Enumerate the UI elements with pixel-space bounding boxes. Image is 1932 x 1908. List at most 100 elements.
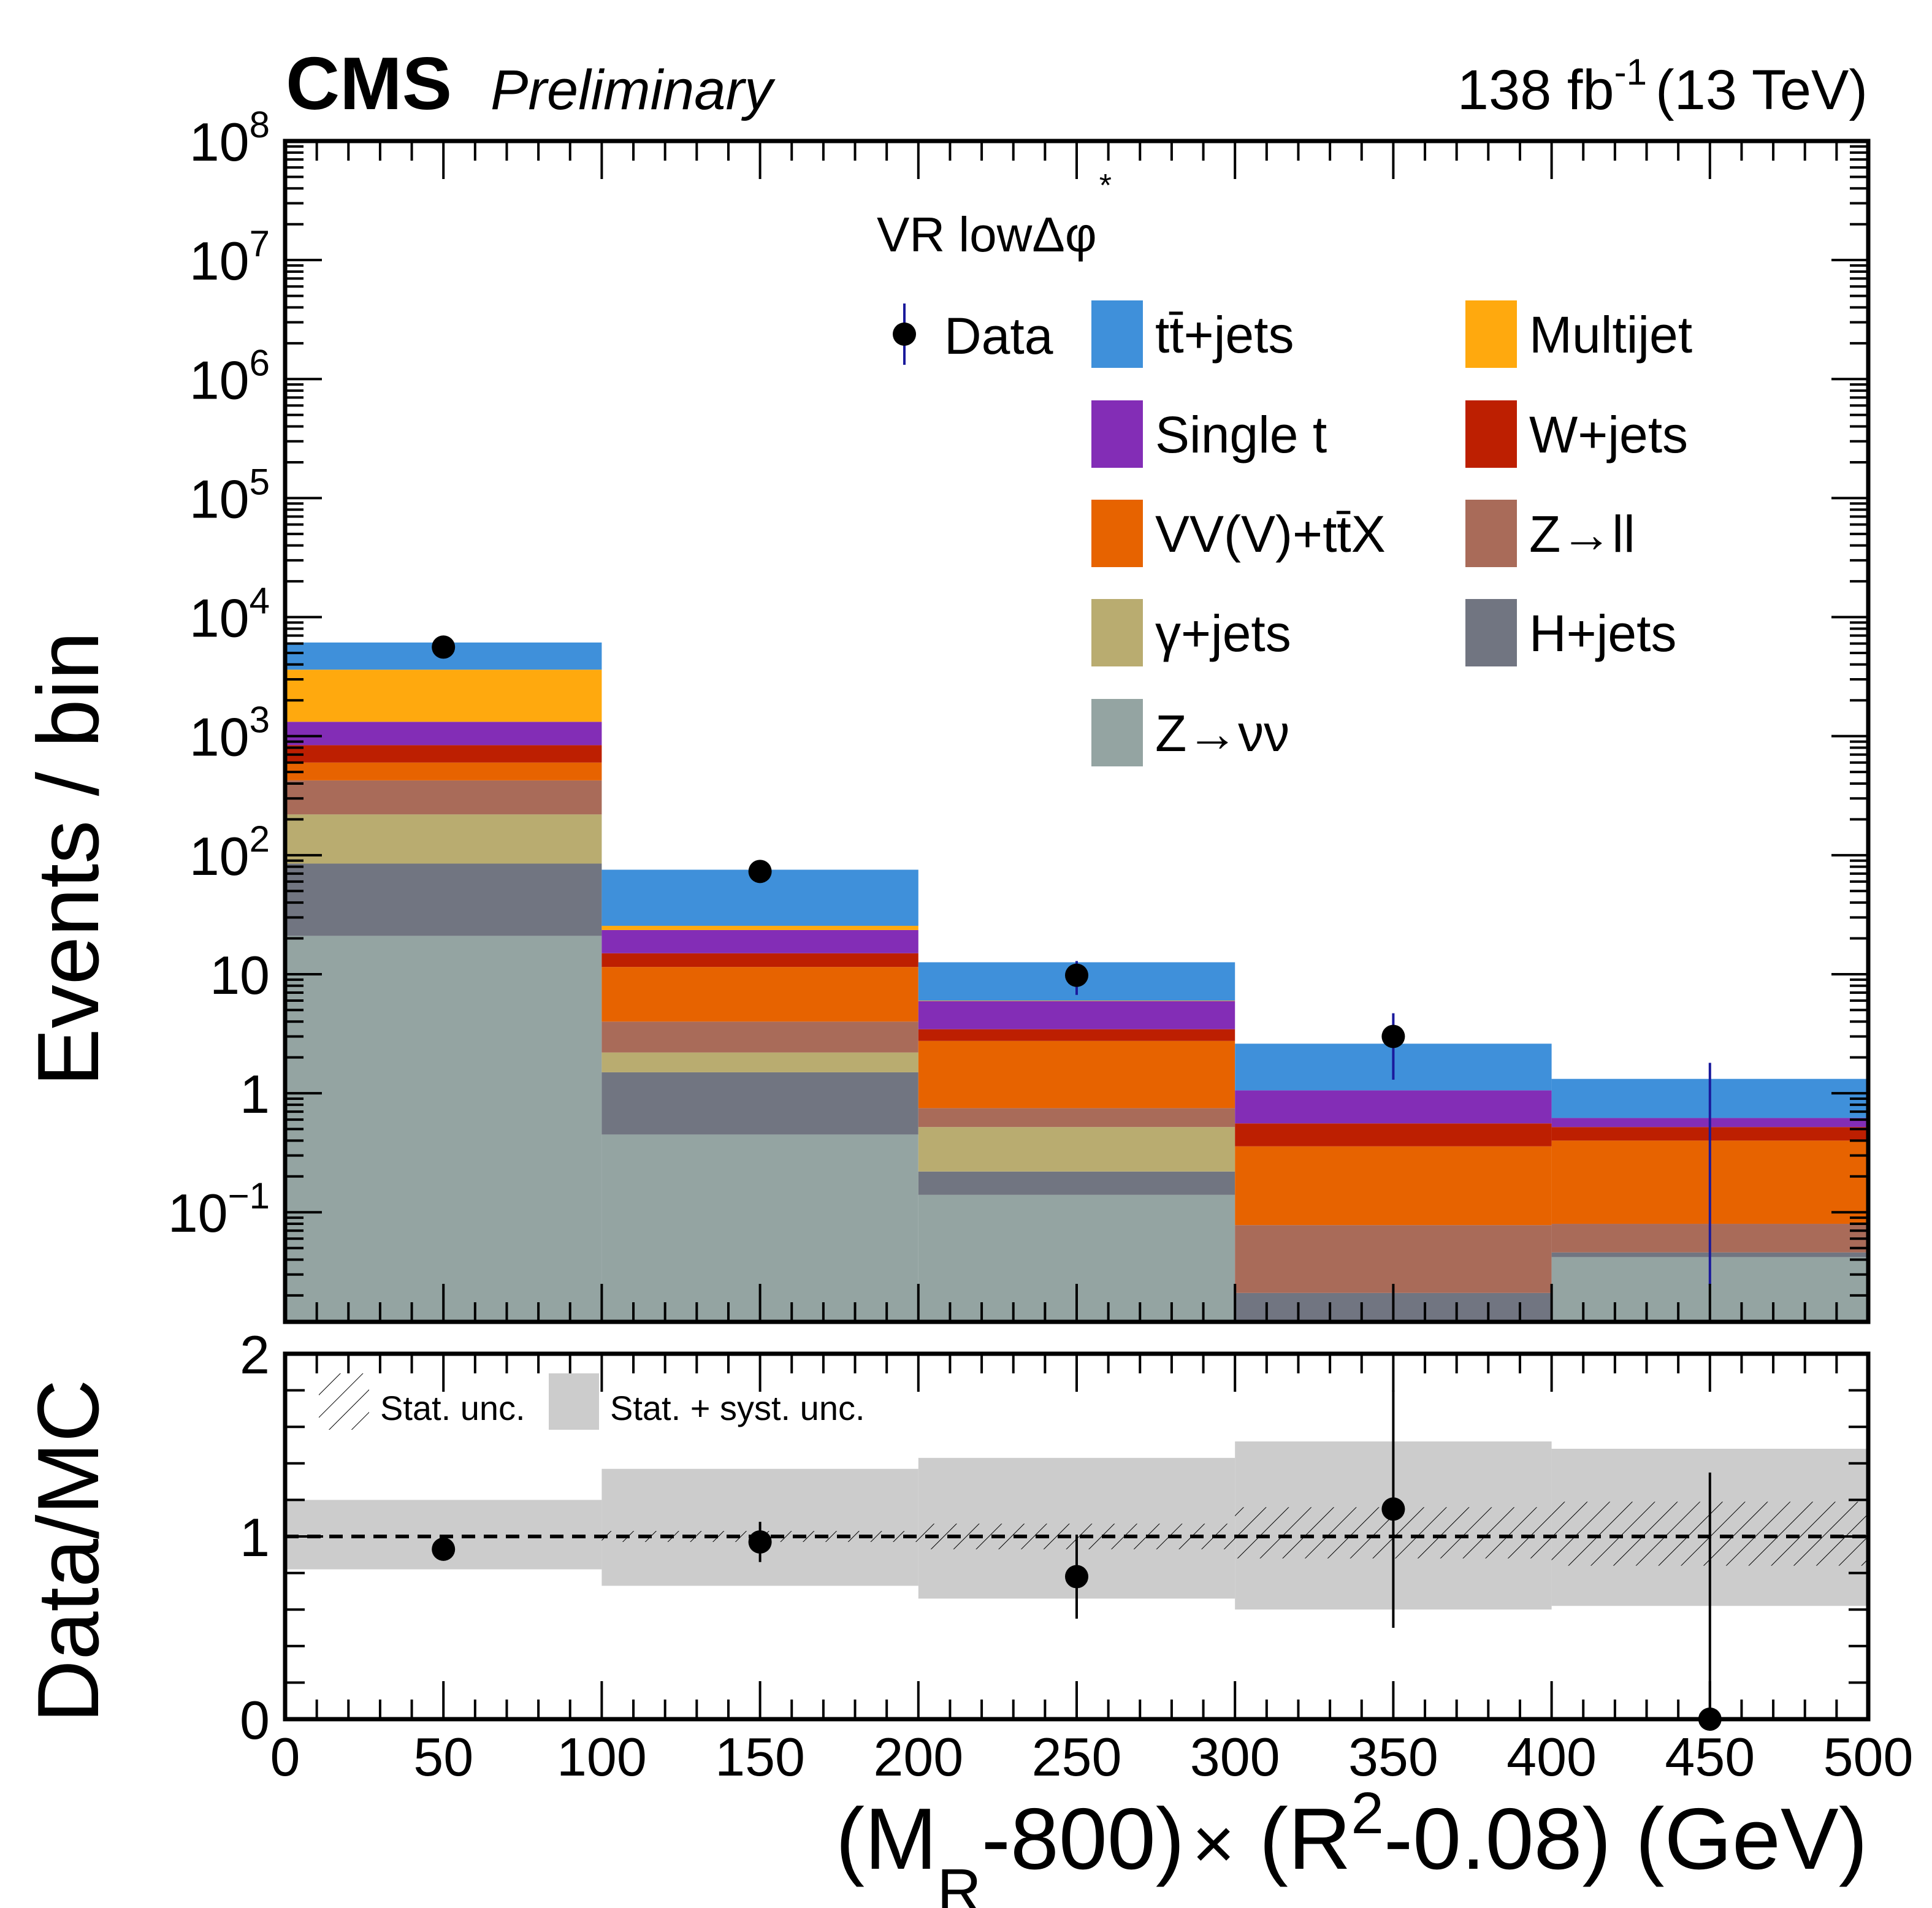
legend-swatch [1091,599,1143,666]
lumi-value: 138 fb [1457,59,1614,121]
stack-bar-w-jets-bin0 [285,745,602,763]
y-tick-label-base: 10 [189,349,250,410]
legend-swatch [1091,300,1143,368]
main-axis-ticks [284,141,1869,1322]
x-title-sub: R [937,1856,981,1908]
data-point [1381,1025,1405,1048]
stack-bar-vv-v-tt-x-bin0 [285,762,602,780]
legend-label: Multijet [1529,306,1692,364]
ratio-point [748,1530,772,1554]
experiment-label: CMS [286,42,452,125]
legend-label: Data [944,307,1053,365]
x-tick-labels: 0 50 100 150 200 250 300 350 400 450 500 [270,1727,1914,1787]
stack-bar-w-jets-bin3 [1235,1123,1552,1147]
data-point [1065,963,1088,987]
stack-bar-multijet-bin1 [601,926,918,930]
ratio-legend-stat-swatch [319,1373,369,1430]
ratio-y-axis-title: Data/MC [20,1379,117,1723]
legend-label: tt̄+jets [1155,306,1294,364]
y-tick-label-exp: 7 [250,223,270,264]
x-tick-label: 400 [1506,1727,1597,1787]
stack-bar-z-ll-bin1 [601,1021,918,1053]
ratio-legend-label: Stat. unc. [380,1389,525,1427]
stack-bar-z-ll-bin3 [1235,1225,1552,1293]
main-data-points [432,635,1711,1285]
region-label-symbol: Δφ [1032,207,1096,262]
y-tick-label-exp: 4 [250,581,270,622]
region-label-sup: * [1099,168,1112,204]
legend-swatch [1465,400,1517,468]
y-tick-label-base: 10 [189,826,250,887]
x-tick-label: 500 [1823,1727,1914,1787]
legend-swatch [1465,500,1517,567]
y-tick-label-exp: 6 [250,342,270,383]
main-y-axis-title: Events / bin [20,632,117,1086]
legend-swatch [1465,599,1517,666]
x-title-mid: -800) [982,1790,1185,1888]
legend-label: Z→ll [1529,505,1635,563]
ratio-point [1065,1565,1088,1589]
stack-bar-vv-v-tt-x-bin3 [1235,1146,1552,1226]
y-tick-label-base: 10 [189,231,250,291]
stack-bar-single-t-bin0 [285,722,602,746]
x-tick-label: 50 [413,1727,473,1787]
y-tick-label: 104 [189,581,270,649]
y-tick-label: 107 [189,223,270,291]
y-tick-label: 105 [189,461,270,529]
stack-bar-w-jets-bin1 [601,953,918,967]
ratio-y-tick-label: 2 [240,1324,270,1385]
legend-label: Z→νν [1155,704,1289,762]
y-tick-label: 102 [189,819,270,887]
y-tick-label: 108 [189,104,270,172]
ratio-legend-label: Stat. + syst. unc. [610,1389,865,1427]
y-tick-label-exp: 8 [250,104,270,145]
stack-bar-z-ll-bin2 [918,1108,1235,1128]
stack-bar-multijet-bin0 [285,670,602,722]
stack-bar-single-t-bin2 [918,1001,1235,1029]
y-tick-label-exp: 2 [250,819,270,860]
legend-data-marker [893,322,916,346]
x-axis-title: (MR-800) × (R2-0.08) (GeV) [836,1780,1868,1908]
ratio-legend-total-swatch [549,1373,599,1430]
x-tick-label: 350 [1348,1727,1438,1787]
y-tick-label: 103 [189,700,270,768]
x-tick-label: 300 [1190,1727,1280,1787]
x-title-r: (R [1235,1790,1351,1888]
y-tick-label-base: 10 [210,945,270,1006]
legend-swatch [1091,400,1143,468]
ratio-legend: Stat. unc. Stat. + syst. unc. [319,1373,865,1430]
legend-swatch [1091,699,1143,766]
y-tick-label-exp: 5 [250,461,270,502]
legend-swatch [1465,300,1517,368]
y-tick-label-exp: −1 [228,1175,270,1216]
stack-bar--jets-bin1 [601,1052,918,1072]
stack-bar-z-ll-bin0 [285,780,602,815]
stack-bar-single-t-bin3 [1235,1090,1552,1124]
main-frame [283,139,1871,1324]
x-title-sup: 2 [1351,1780,1383,1846]
ratio-y-tick-label: 1 [240,1507,270,1568]
data-point [432,635,456,659]
stack-bar-h-jets-bin1 [601,1072,918,1135]
legend-label: W+jets [1529,406,1688,464]
x-tick-label: 150 [715,1727,805,1787]
x-tick-label: 200 [873,1727,963,1787]
y-tick-label: 106 [189,342,270,410]
stack-bar-vv-v-tt-x-bin2 [918,1040,1235,1109]
energy-value: (13 TeV) [1655,59,1868,121]
lumi-exponent: -1 [1614,52,1647,93]
stack-bar-h-jets-bin2 [918,1171,1235,1195]
ratio-y-tick-labels: 0 1 2 [240,1324,270,1750]
x-tick-label: 450 [1665,1727,1755,1787]
y-tick-label-base: 10 [189,112,250,172]
stack-bar-w-jets-bin2 [918,1029,1235,1041]
y-tick-label-base: 10 [168,1183,228,1243]
x-title-times: × [1192,1803,1235,1885]
legend-label: VV(V)+tt̄X [1155,505,1386,563]
region-label-prefix: VR low [877,207,1033,262]
x-title-lead: (M [836,1790,937,1888]
y-tick-label-base: 10 [189,588,250,649]
